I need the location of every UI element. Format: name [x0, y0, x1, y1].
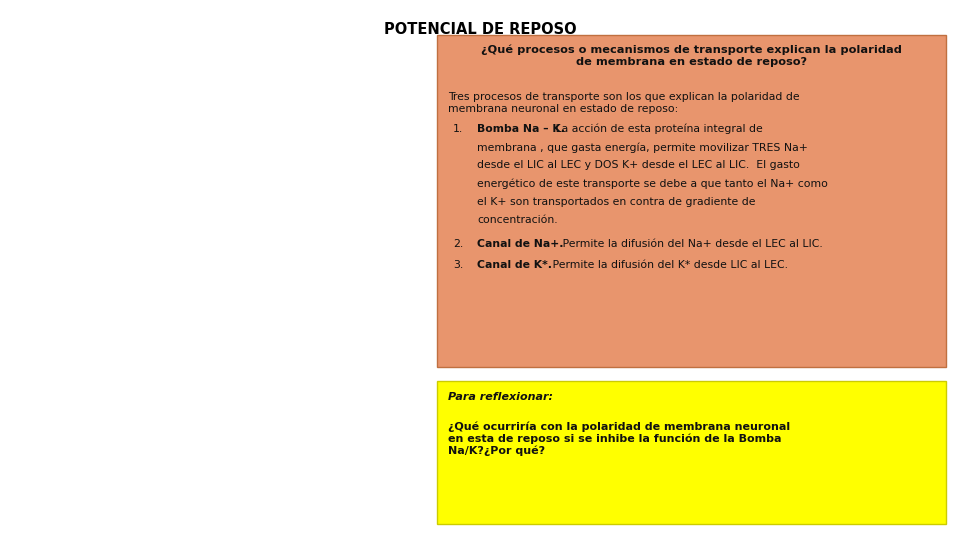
Text: el K+ son transportados en contra de gradiente de: el K+ son transportados en contra de gra…: [477, 197, 756, 207]
Text: Canal de K*.: Canal de K*.: [477, 260, 552, 270]
Text: desde el LIC al LEC y DOS K+ desde el LEC al LIC.  El gasto: desde el LIC al LEC y DOS K+ desde el LE…: [477, 160, 800, 171]
Text: Tres procesos de transporte son los que explican la polaridad de
membrana neuron: Tres procesos de transporte son los que …: [448, 92, 800, 114]
Text: 1.: 1.: [453, 124, 464, 134]
Text: Permite la difusión del Na+ desde el LEC al LIC.: Permite la difusión del Na+ desde el LEC…: [559, 239, 823, 249]
Text: La acción de esta proteína integral de: La acción de esta proteína integral de: [552, 124, 763, 134]
FancyBboxPatch shape: [437, 35, 946, 367]
Text: Bomba Na – K.: Bomba Na – K.: [477, 124, 565, 134]
Text: energético de este transporte se debe a que tanto el Na+ como: energético de este transporte se debe a …: [477, 179, 828, 189]
Text: 3.: 3.: [453, 260, 464, 270]
Text: membrana , que gasta energía, permite movilizar TRES Na+: membrana , que gasta energía, permite mo…: [477, 142, 808, 152]
Text: Para reflexionar:: Para reflexionar:: [448, 392, 553, 402]
Text: ¿Qué ocurriría con la polaridad de membrana neuronal
en esta de reposo si se inh: ¿Qué ocurriría con la polaridad de membr…: [448, 421, 790, 456]
Text: Canal de Na+.: Canal de Na+.: [477, 239, 564, 249]
Text: concentración.: concentración.: [477, 215, 558, 226]
FancyBboxPatch shape: [437, 381, 946, 524]
Text: 2.: 2.: [453, 239, 464, 249]
Text: ¿Qué procesos o mecanismos de transporte explican la polaridad
de membrana en es: ¿Qué procesos o mecanismos de transporte…: [481, 45, 901, 67]
Text: Permite la difusión del K* desde LIC al LEC.: Permite la difusión del K* desde LIC al …: [549, 260, 788, 270]
Text: POTENCIAL DE REPOSO: POTENCIAL DE REPOSO: [384, 22, 576, 37]
